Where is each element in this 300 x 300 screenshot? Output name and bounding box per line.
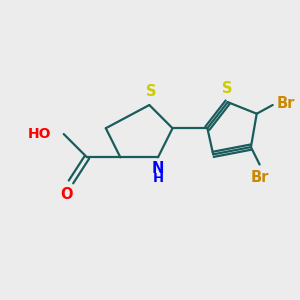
Text: Br: Br [251, 170, 269, 185]
Text: Br: Br [276, 96, 295, 111]
Text: HO: HO [28, 127, 52, 141]
Text: H: H [152, 172, 164, 185]
Text: S: S [146, 84, 156, 99]
Text: S: S [222, 81, 233, 96]
Text: N: N [152, 161, 164, 176]
Text: O: O [60, 187, 73, 202]
